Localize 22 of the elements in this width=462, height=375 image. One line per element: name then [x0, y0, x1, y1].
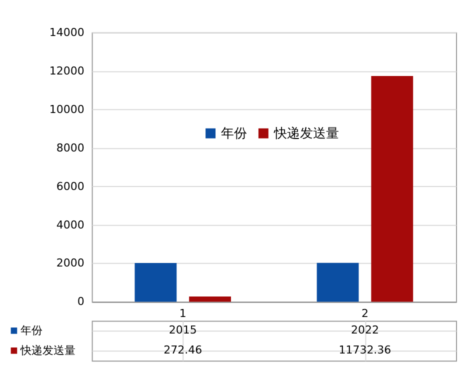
- data-label: 11732.36: [338, 344, 392, 357]
- x-tick-label: 2: [361, 307, 368, 320]
- bar: [371, 76, 414, 302]
- text: 快递发送量: [20, 344, 76, 358]
- data-label: 2015: [168, 324, 197, 337]
- y-tick-label: 4000: [56, 218, 84, 232]
- legend-label: 快递发送量: [272, 126, 339, 142]
- y-tick-label: 2000: [56, 256, 84, 270]
- y-tick-label: 6000: [56, 180, 84, 193]
- legend-label: 年份: [20, 324, 42, 338]
- y-tick-label: 8000: [56, 141, 84, 154]
- bar: [189, 296, 231, 302]
- data-label: 272.46: [164, 344, 202, 357]
- x-tick-label: 1: [179, 307, 186, 320]
- data-label: 2022: [351, 324, 379, 337]
- bar: [316, 262, 359, 302]
- y-tick-label: 10000: [49, 102, 84, 116]
- y-tick-label: 12000: [49, 64, 84, 78]
- text: 年份: [221, 126, 248, 142]
- y-tick-label: 14000: [49, 26, 84, 39]
- bar: [134, 262, 177, 302]
- y-tick-label: 0: [77, 295, 84, 308]
